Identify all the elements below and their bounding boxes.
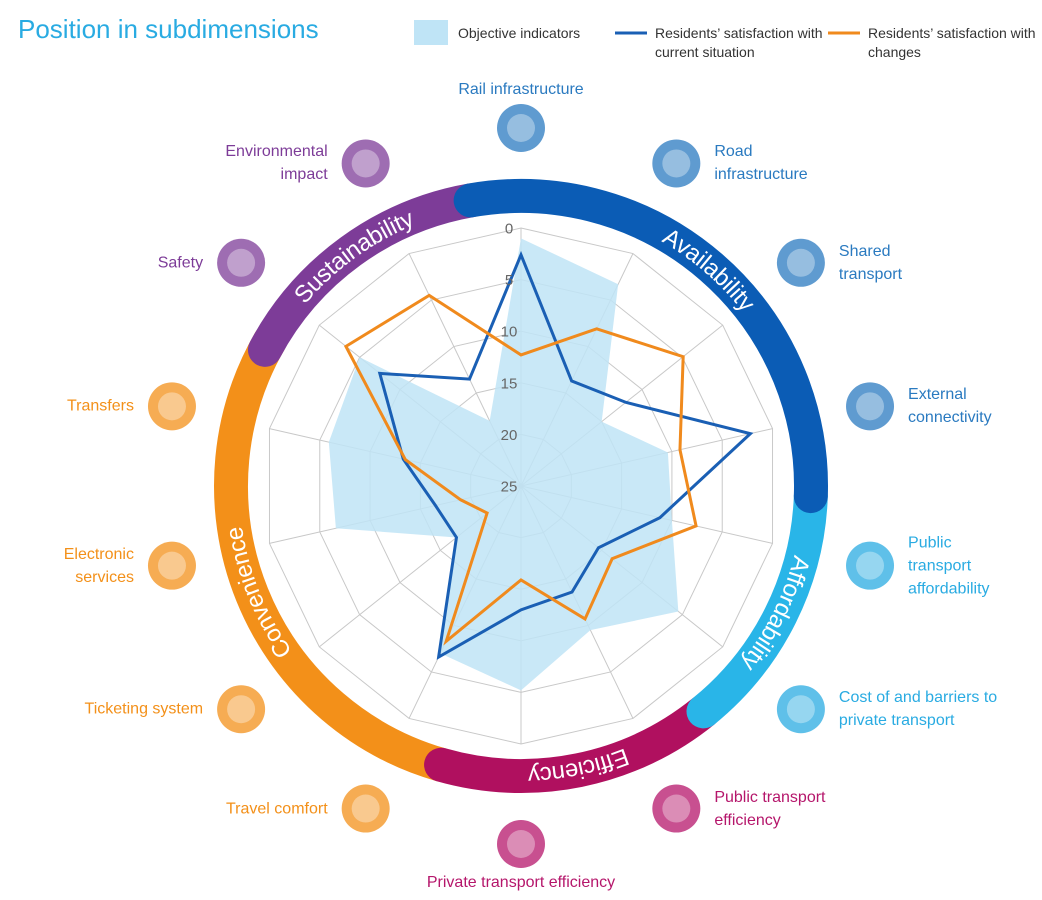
category-icon — [217, 238, 266, 287]
category-label: Transfers — [66, 397, 134, 415]
ring-section — [424, 694, 721, 793]
category-icon-inner — [856, 392, 885, 421]
ring-section — [247, 183, 488, 367]
category-icon — [147, 382, 196, 431]
r-tick-label: 0 — [505, 221, 513, 238]
category-icon — [776, 685, 825, 734]
chart-title: Position in subdimensions — [18, 14, 319, 44]
category-icon-inner — [227, 248, 256, 277]
series-line — [377, 250, 754, 660]
category-label: Rail infrastructure — [458, 81, 584, 98]
category-icon — [652, 139, 701, 188]
ring-section — [453, 179, 828, 514]
category-label: Environmental impact — [225, 143, 328, 184]
legend-swatch — [414, 20, 448, 45]
category-label: Electronic services — [63, 545, 134, 586]
category-label: Travel comfort — [226, 800, 328, 818]
category-icon-inner — [351, 149, 380, 178]
category-icon-inner — [507, 830, 535, 858]
category-icon — [846, 541, 895, 590]
legend-label: Residents’ satisfaction with changes — [868, 25, 1036, 60]
category-label: Private transport efficiency — [426, 874, 616, 891]
r-tick-label: 20 — [501, 427, 518, 444]
r-tick-label: 5 — [505, 272, 513, 289]
series-line — [343, 293, 698, 646]
r-tick-label: 15 — [501, 375, 518, 392]
category-label: External connectivity — [908, 386, 992, 427]
category-label: Safety — [157, 254, 204, 272]
category-label: Shared transport — [838, 242, 903, 283]
category-icon-inner — [786, 248, 815, 277]
ring-section — [686, 479, 828, 729]
category-icon — [846, 382, 895, 431]
category-icon-inner — [856, 551, 885, 580]
category-icon-inner — [507, 114, 535, 142]
r-tick-label: 10 — [501, 324, 518, 341]
category-icon-inner — [351, 794, 380, 823]
category-icon-inner — [157, 551, 186, 580]
category-icon-inner — [157, 392, 186, 421]
category-label: Cost of and barriers to private transpor… — [838, 689, 998, 730]
category-icon — [341, 784, 390, 833]
category-icon — [217, 685, 266, 734]
r-tick-label: 25 — [501, 479, 518, 496]
category-icon — [147, 541, 196, 590]
category-icon — [652, 784, 701, 833]
category-icon — [776, 238, 825, 287]
category-icon — [341, 139, 390, 188]
category-label: Ticketing system — [84, 700, 204, 718]
legend-label: Objective indicators — [458, 25, 581, 41]
category-icon — [497, 820, 545, 868]
category-label: Public transport efficiency — [714, 788, 826, 829]
category-icon-inner — [662, 149, 691, 178]
ring-section — [214, 324, 459, 782]
series-area — [328, 238, 679, 691]
category-icon-inner — [227, 695, 256, 724]
category-label: Public transport affordability — [908, 534, 990, 598]
category-icon-inner — [786, 695, 815, 724]
category-icon-inner — [662, 794, 691, 823]
legend-label: Residents’ satisfaction with current sit… — [655, 25, 823, 60]
category-label: Road infrastructure — [714, 143, 808, 184]
category-icon — [497, 104, 545, 152]
